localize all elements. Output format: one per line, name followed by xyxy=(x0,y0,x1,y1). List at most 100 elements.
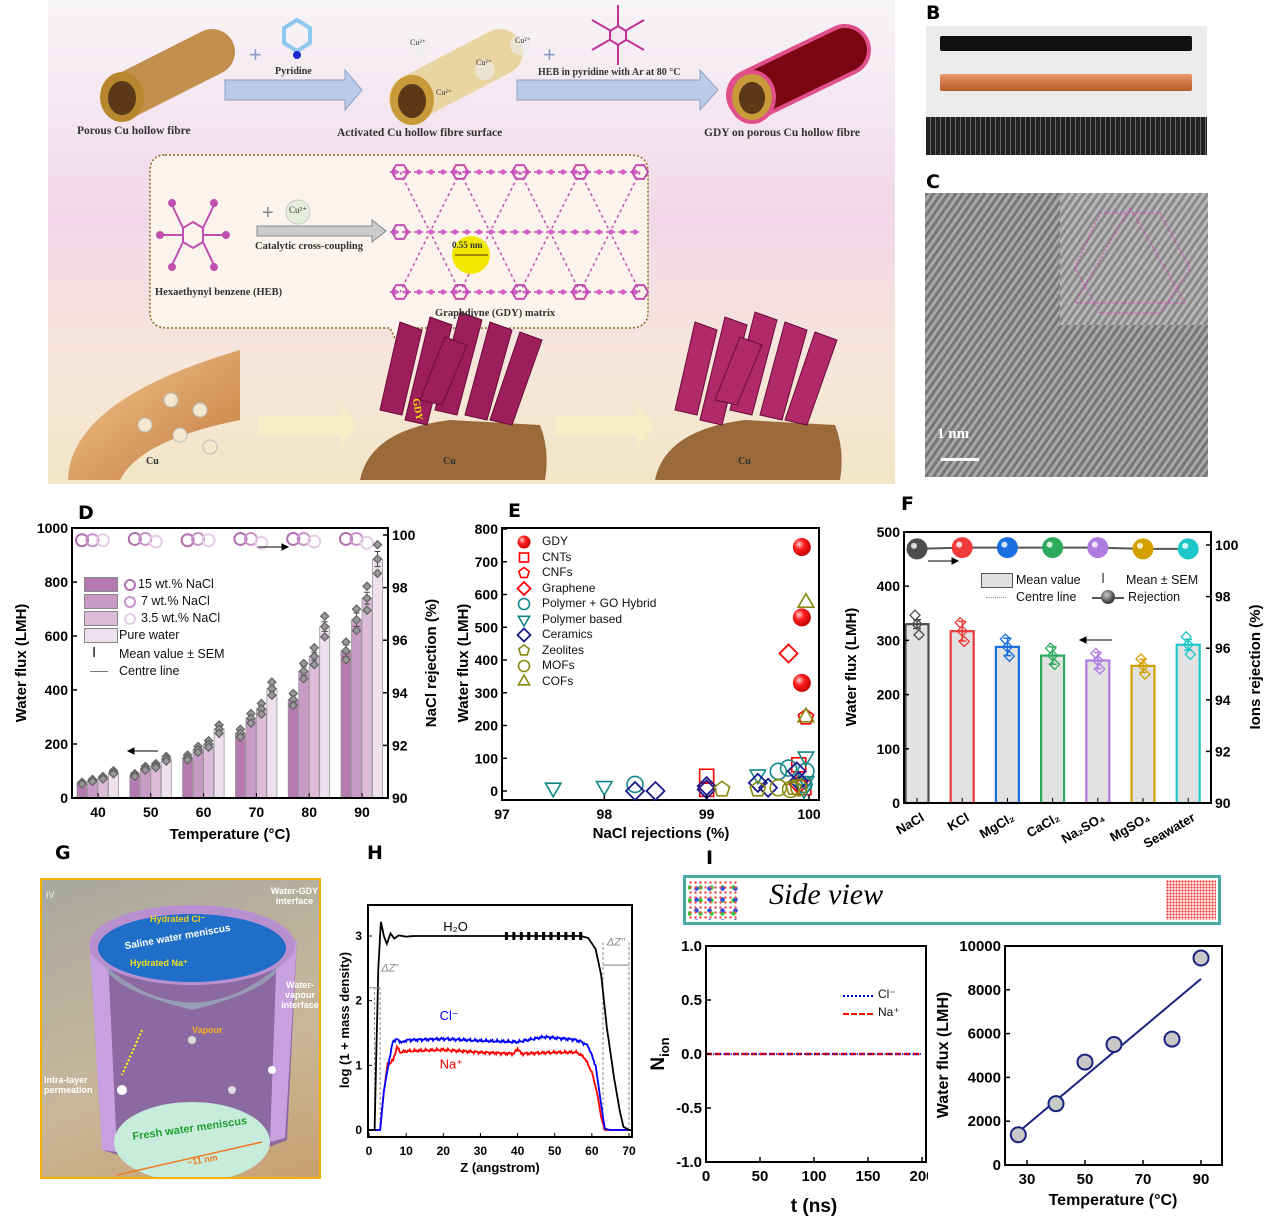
x-tick-label: 0 xyxy=(702,1168,710,1185)
arrow-icon xyxy=(516,68,719,112)
pyridine-label: Pyridine xyxy=(275,66,312,77)
data-point-cnfs xyxy=(797,708,815,725)
y-tick-label: 1000 xyxy=(37,520,68,536)
rejection-marker xyxy=(180,533,195,548)
gdy-crystal xyxy=(404,316,453,426)
legend-line-cl xyxy=(843,995,873,997)
x-axis-label: Temperature (°C) xyxy=(1049,1192,1178,1209)
data-point-cnts xyxy=(698,768,715,785)
rejection-marker xyxy=(951,537,973,559)
heb-condition-label: HEB in pyridine with Ar at 80 °C xyxy=(538,67,681,78)
bar xyxy=(308,655,320,799)
lattice-atom xyxy=(620,169,626,175)
x-tick-label: 70 xyxy=(622,1144,636,1158)
y-tick-label: 300 xyxy=(475,685,499,701)
lattice-ring xyxy=(570,284,590,300)
data-point-ceramics xyxy=(624,780,646,802)
gdy-crystal xyxy=(714,336,763,406)
replicate-marker xyxy=(911,618,923,631)
replicate-marker xyxy=(362,593,372,604)
replicate-marker xyxy=(954,616,967,629)
x-tick-label: 100 xyxy=(801,1168,826,1185)
y-tick-label: 0 xyxy=(993,1157,1001,1174)
data-point xyxy=(1076,1053,1094,1071)
arrow-icon xyxy=(224,68,363,112)
replicate-marker xyxy=(372,568,383,579)
replicate-marker xyxy=(129,771,140,782)
water-marker xyxy=(579,932,583,940)
dz-label: ΔZ' xyxy=(380,963,398,975)
replicate-marker xyxy=(256,709,267,720)
lattice-ring xyxy=(630,164,650,180)
panel-label-e: E xyxy=(508,500,521,522)
legend-marker xyxy=(517,644,531,656)
water-marker xyxy=(556,932,560,940)
rejection-marker xyxy=(75,533,89,548)
y-tick-label: 1.0 xyxy=(681,938,702,955)
data-point-polymer-based xyxy=(595,780,614,797)
plot-frame-e xyxy=(501,527,820,801)
lattice-atom xyxy=(560,289,566,295)
gdy-lattice-overlay xyxy=(1074,207,1191,314)
y-tick-label: 92 xyxy=(392,737,408,753)
legend-label: 15 wt.% NaCl xyxy=(138,577,214,591)
plot-frame-h xyxy=(367,904,633,1138)
lattice-atom xyxy=(548,229,554,235)
graphdiyne-lattice xyxy=(390,164,650,300)
bar xyxy=(351,619,362,799)
x-tick-label: 50 xyxy=(143,804,159,820)
series-line xyxy=(369,1034,633,1131)
bar xyxy=(245,717,257,799)
legend-marker xyxy=(517,615,531,628)
y-tick-label: 0.0 xyxy=(681,1046,702,1063)
water-marker xyxy=(512,932,516,940)
activated-cu-fibre-illustration xyxy=(389,29,530,125)
y-axis-label: Water flux (LMH) xyxy=(935,992,952,1119)
x-tick-label: 98 xyxy=(597,806,613,822)
heb-molecule-icon xyxy=(591,5,645,65)
replicate-marker xyxy=(319,621,330,632)
legend-label: Mean value ± SEM xyxy=(119,647,225,661)
x-tick-label: Na₂SO₄ xyxy=(1059,810,1108,847)
y-tick-label: -1.0 xyxy=(676,1154,702,1171)
lattice-atom xyxy=(464,229,470,235)
side-view-title: Side view xyxy=(769,878,884,911)
cu-ion-label: Cu²⁺ xyxy=(476,58,492,67)
y-tick-label: 4000 xyxy=(968,1069,1001,1086)
x-tick-label: CaCl₂ xyxy=(1024,810,1062,841)
y-axis-label: Nion xyxy=(648,1037,672,1070)
porous-cu-fibre-illustration xyxy=(100,29,235,122)
replicate-marker xyxy=(1135,653,1147,665)
water-marker xyxy=(534,932,538,940)
x-axis-label: t (ns) xyxy=(791,1196,837,1217)
data-point-zeolites xyxy=(749,780,767,797)
series-label: Na⁺ xyxy=(440,1057,463,1072)
lattice-atom xyxy=(416,169,422,175)
lattice-atom xyxy=(440,229,446,235)
lattice-atom xyxy=(440,289,446,295)
x-tick-label: 20 xyxy=(437,1144,451,1158)
bar xyxy=(1085,659,1111,805)
lattice-atom xyxy=(452,229,458,235)
scale-bar xyxy=(941,458,979,461)
panel-label-b: B xyxy=(926,2,941,24)
clip-mask xyxy=(928,940,940,1210)
replicate-marker xyxy=(372,554,383,564)
replicate-marker xyxy=(98,774,108,784)
x-tick-label: 99 xyxy=(699,806,715,822)
gdy-crystal xyxy=(419,336,468,406)
legend-label: CNFs xyxy=(542,565,573,579)
cu-fibre-rod xyxy=(940,74,1192,91)
rejection-marker xyxy=(1042,537,1064,559)
lattice-atom xyxy=(632,229,638,235)
gdy-crystal xyxy=(379,321,423,416)
y-tick-label: 100 xyxy=(877,741,901,757)
ruler xyxy=(926,117,1207,155)
bar xyxy=(949,630,975,805)
legend-marker xyxy=(517,659,531,673)
x-tick-label: 97 xyxy=(494,806,510,822)
x-tick-label: 60 xyxy=(196,804,212,820)
pyridine-molecule-icon xyxy=(282,17,312,59)
data-point-polymer-based xyxy=(544,782,563,799)
rejection-marker xyxy=(286,531,301,546)
